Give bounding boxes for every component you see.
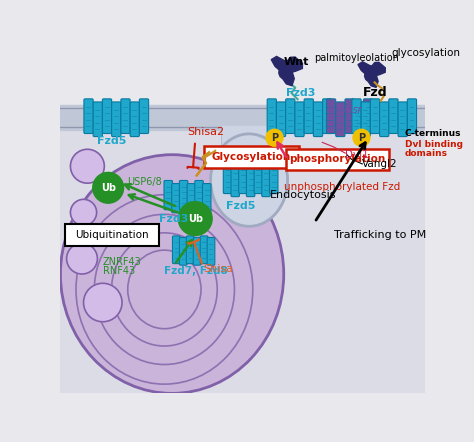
- FancyBboxPatch shape: [354, 102, 364, 137]
- FancyBboxPatch shape: [172, 183, 180, 213]
- FancyBboxPatch shape: [361, 102, 370, 137]
- Circle shape: [83, 283, 122, 322]
- Text: USP6/8: USP6/8: [127, 178, 162, 187]
- FancyBboxPatch shape: [270, 163, 278, 194]
- Text: ZNRF43: ZNRF43: [103, 257, 142, 267]
- Text: Fzd3: Fzd3: [159, 213, 188, 224]
- FancyBboxPatch shape: [323, 99, 332, 133]
- FancyBboxPatch shape: [193, 237, 201, 265]
- FancyBboxPatch shape: [254, 163, 263, 194]
- Text: Dvl binding: Dvl binding: [405, 140, 463, 149]
- Text: Fzd: Fzd: [363, 86, 388, 99]
- Text: Endocytosis: Endocytosis: [270, 190, 337, 200]
- FancyBboxPatch shape: [223, 163, 232, 194]
- Text: Fzd3: Fzd3: [286, 88, 315, 98]
- Circle shape: [353, 129, 370, 146]
- FancyBboxPatch shape: [130, 102, 139, 137]
- Text: C-terminus: C-terminus: [405, 129, 461, 138]
- FancyBboxPatch shape: [370, 99, 380, 133]
- FancyBboxPatch shape: [389, 99, 398, 133]
- FancyBboxPatch shape: [304, 99, 313, 133]
- FancyBboxPatch shape: [286, 99, 295, 133]
- FancyBboxPatch shape: [336, 102, 345, 137]
- Circle shape: [66, 243, 97, 274]
- Circle shape: [93, 172, 124, 203]
- FancyBboxPatch shape: [179, 180, 188, 210]
- FancyBboxPatch shape: [202, 183, 211, 213]
- Text: Trafficking to PM: Trafficking to PM: [334, 230, 426, 240]
- Text: Glycosylation: Glycosylation: [212, 152, 291, 162]
- Text: Celsr: Celsr: [337, 105, 362, 115]
- FancyBboxPatch shape: [102, 99, 112, 133]
- FancyBboxPatch shape: [186, 236, 194, 263]
- FancyBboxPatch shape: [93, 102, 102, 137]
- Bar: [61, 53, 425, 105]
- FancyBboxPatch shape: [267, 99, 276, 133]
- Ellipse shape: [210, 134, 288, 226]
- Polygon shape: [358, 62, 385, 88]
- Polygon shape: [271, 57, 302, 86]
- FancyBboxPatch shape: [173, 236, 180, 263]
- Text: Ubiquitination: Ubiquitination: [75, 230, 149, 240]
- Text: unphosphorylated Fzd: unphosphorylated Fzd: [284, 182, 400, 192]
- Text: P: P: [358, 133, 365, 143]
- FancyBboxPatch shape: [380, 102, 389, 137]
- FancyBboxPatch shape: [276, 102, 286, 137]
- FancyBboxPatch shape: [398, 102, 407, 137]
- FancyBboxPatch shape: [364, 99, 373, 133]
- FancyBboxPatch shape: [407, 99, 417, 133]
- FancyBboxPatch shape: [262, 166, 270, 197]
- FancyBboxPatch shape: [121, 99, 130, 133]
- FancyBboxPatch shape: [187, 183, 196, 213]
- Bar: [61, 105, 425, 130]
- FancyBboxPatch shape: [231, 166, 239, 197]
- Text: palmitoyleolation: palmitoyleolation: [315, 53, 400, 63]
- Text: Fzd5: Fzd5: [97, 136, 127, 146]
- Polygon shape: [222, 130, 276, 152]
- Text: Wnt: Wnt: [284, 57, 310, 67]
- FancyBboxPatch shape: [239, 163, 247, 194]
- Text: RNF43: RNF43: [103, 266, 135, 276]
- Text: Ub: Ub: [188, 213, 203, 224]
- FancyBboxPatch shape: [179, 237, 187, 265]
- Text: Vangl2: Vangl2: [362, 159, 398, 169]
- FancyBboxPatch shape: [84, 99, 93, 133]
- Text: Dvl1: Dvl1: [346, 150, 369, 160]
- FancyBboxPatch shape: [327, 99, 336, 133]
- FancyBboxPatch shape: [65, 224, 159, 246]
- Bar: [222, 126, 276, 153]
- Bar: [61, 130, 425, 393]
- Circle shape: [178, 202, 212, 236]
- FancyBboxPatch shape: [246, 166, 255, 197]
- Text: phosphorylation: phosphorylation: [290, 154, 386, 164]
- Circle shape: [71, 149, 104, 183]
- FancyBboxPatch shape: [352, 99, 361, 133]
- FancyBboxPatch shape: [139, 99, 149, 133]
- Text: Fzd7, Fzd8: Fzd7, Fzd8: [164, 266, 228, 276]
- FancyBboxPatch shape: [207, 237, 215, 265]
- FancyBboxPatch shape: [295, 102, 304, 137]
- Ellipse shape: [60, 155, 284, 393]
- Text: domains: domains: [405, 149, 447, 158]
- Text: Shisa2: Shisa2: [188, 127, 225, 137]
- Circle shape: [266, 129, 283, 146]
- Text: P: P: [271, 133, 278, 143]
- Text: glycosylation: glycosylation: [392, 48, 461, 58]
- Text: Ub: Ub: [100, 183, 116, 193]
- Text: Shisa: Shisa: [203, 264, 233, 274]
- Text: Fzd5: Fzd5: [226, 202, 255, 211]
- FancyBboxPatch shape: [345, 99, 354, 133]
- Circle shape: [71, 199, 97, 225]
- FancyBboxPatch shape: [164, 180, 173, 210]
- FancyBboxPatch shape: [112, 102, 121, 137]
- FancyBboxPatch shape: [204, 146, 299, 168]
- FancyBboxPatch shape: [195, 180, 203, 210]
- FancyBboxPatch shape: [286, 149, 389, 170]
- FancyBboxPatch shape: [200, 236, 208, 263]
- FancyBboxPatch shape: [313, 102, 323, 137]
